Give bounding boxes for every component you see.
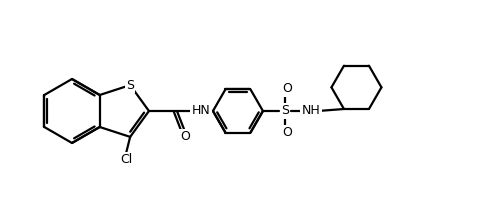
Text: O: O bbox=[282, 83, 292, 95]
Text: NH: NH bbox=[301, 105, 320, 117]
Text: S: S bbox=[281, 105, 289, 117]
Text: S: S bbox=[126, 79, 134, 92]
Text: O: O bbox=[180, 131, 190, 143]
Text: HN: HN bbox=[192, 105, 210, 117]
Text: Cl: Cl bbox=[120, 153, 132, 166]
Text: O: O bbox=[282, 127, 292, 139]
